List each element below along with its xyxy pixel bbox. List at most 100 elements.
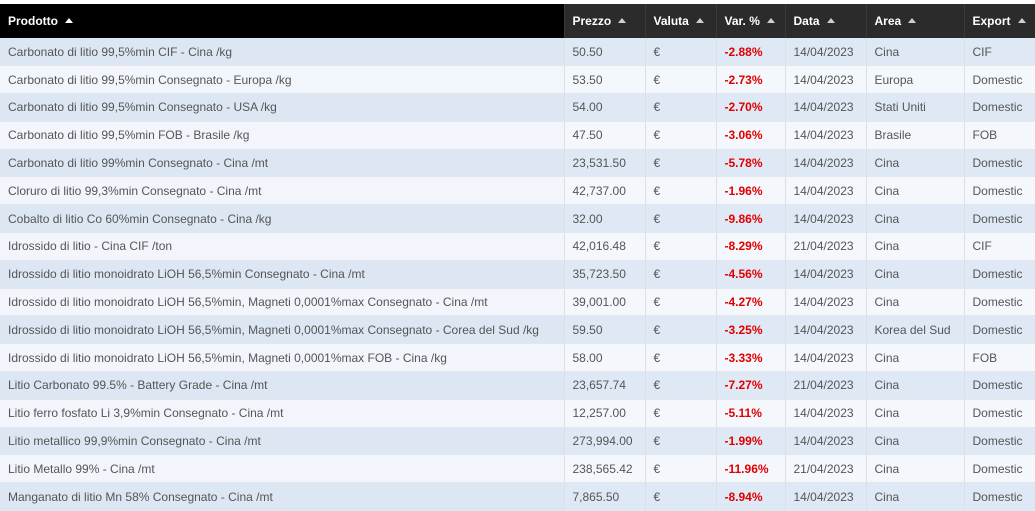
column-header-label: Valuta — [653, 14, 689, 28]
cell-prodotto[interactable]: Carbonato di litio 99,5%min Consegnato -… — [0, 65, 564, 95]
cell-prezzo: 35,723.50 — [563, 260, 645, 289]
sort-ascending-icon — [65, 18, 73, 23]
cell-prodotto[interactable]: Carbonato di litio 99,5%min Consegnato -… — [0, 93, 564, 122]
cell-data: 14/04/2023 — [784, 260, 866, 289]
table-row[interactable]: Idrossido di litio monoidrato LiOH 56,5%… — [0, 288, 1035, 317]
cell-data: 21/04/2023 — [784, 232, 866, 261]
cell-prezzo: 47.50 — [563, 121, 645, 150]
cell-data: 14/04/2023 — [784, 38, 866, 67]
table-row[interactable]: Cobalto di litio Co 60%min Consegnato - … — [0, 204, 1035, 234]
cell-valuta: € — [644, 371, 716, 400]
cell-data: 14/04/2023 — [784, 176, 866, 206]
cell-var: -9.86% — [715, 204, 785, 234]
cell-prodotto[interactable]: Idrossido di litio - Cina CIF /ton — [0, 232, 564, 261]
price-table: Prodotto Prezzo Valuta Var. % Data Area … — [0, 4, 1035, 511]
table-row[interactable]: Carbonato di litio 99,5%min CIF - Cina /… — [0, 38, 1035, 67]
cell-prodotto[interactable]: Idrossido di litio monoidrato LiOH 56,5%… — [0, 288, 564, 317]
table-row[interactable]: Idrossido di litio monoidrato LiOH 56,5%… — [0, 260, 1035, 289]
cell-prodotto[interactable]: Carbonato di litio 99,5%min FOB - Brasil… — [0, 121, 564, 150]
cell-data: 14/04/2023 — [784, 149, 866, 178]
cell-prodotto[interactable]: Litio metallico 99,9%min Consegnato - Ci… — [0, 427, 564, 456]
cell-area: Cina — [865, 482, 964, 511]
cell-valuta: € — [644, 65, 716, 95]
column-header-area[interactable]: Area — [865, 4, 964, 38]
table-row[interactable]: Carbonato di litio 99,5%min FOB - Brasil… — [0, 121, 1035, 150]
table-body: Carbonato di litio 99,5%min CIF - Cina /… — [0, 38, 1035, 511]
table-row[interactable]: Carbonato di litio 99%min Consegnato - C… — [0, 149, 1035, 178]
cell-prodotto[interactable]: Cloruro di litio 99,3%min Consegnato - C… — [0, 176, 564, 206]
cell-valuta: € — [644, 149, 716, 178]
table-row[interactable]: Litio ferro fosfato Li 3,9%min Consegnat… — [0, 399, 1035, 428]
cell-export: Domestic — [963, 260, 1035, 289]
cell-var: -2.70% — [715, 93, 785, 122]
table-row[interactable]: Litio Carbonato 99.5% - Battery Grade - … — [0, 371, 1035, 400]
table-row[interactable]: Litio Metallo 99% - Cina /mt 238,565.42 € -… — [0, 454, 1035, 484]
cell-prodotto[interactable]: Idrossido di litio monoidrato LiOH 56,5%… — [0, 315, 564, 345]
cell-area: Cina — [865, 371, 964, 400]
table-row[interactable]: Manganato di litio Mn 58% Consegnato - C… — [0, 482, 1035, 511]
cell-prodotto[interactable]: Idrossido di litio monoidrato LiOH 56,5%… — [0, 343, 564, 373]
cell-prodotto[interactable]: Manganato di litio Mn 58% Consegnato - C… — [0, 482, 564, 511]
cell-export: FOB — [963, 343, 1035, 373]
column-header-var[interactable]: Var. % — [715, 4, 785, 38]
table-row[interactable]: Idrossido di litio - Cina CIF /ton 42,016… — [0, 232, 1035, 261]
cell-prodotto[interactable]: Litio Metallo 99% - Cina /mt — [0, 454, 564, 484]
cell-var: -4.56% — [715, 260, 785, 289]
cell-prezzo: 39,001.00 — [563, 288, 645, 317]
cell-data: 21/04/2023 — [784, 371, 866, 400]
cell-var: -4.27% — [715, 288, 785, 317]
table-row[interactable]: Idrossido di litio monoidrato LiOH 56,5%… — [0, 315, 1035, 345]
column-header-label: Area — [874, 14, 902, 28]
cell-area: Cina — [865, 176, 964, 206]
price-table-container: Prodotto Prezzo Valuta Var. % Data Area … — [0, 4, 1035, 511]
cell-prezzo: 42,737.00 — [563, 176, 645, 206]
cell-prodotto[interactable]: Cobalto di litio Co 60%min Consegnato - … — [0, 204, 564, 234]
cell-export: Domestic — [963, 204, 1035, 234]
cell-valuta: € — [644, 176, 716, 206]
cell-export: Domestic — [963, 482, 1035, 511]
column-header-label: Var. % — [724, 14, 760, 28]
cell-export: Domestic — [963, 149, 1035, 178]
cell-area: Cina — [865, 454, 964, 484]
cell-valuta: € — [644, 232, 716, 261]
cell-prodotto[interactable]: Litio Carbonato 99.5% - Battery Grade - … — [0, 371, 564, 400]
cell-prodotto[interactable]: Carbonato di litio 99,5%min CIF - Cina /… — [0, 38, 564, 67]
table-row[interactable]: Carbonato di litio 99,5%min Consegnato -… — [0, 93, 1035, 122]
table-row[interactable]: Idrossido di litio monoidrato LiOH 56,5%… — [0, 343, 1035, 373]
cell-area: Cina — [865, 288, 964, 317]
cell-prodotto[interactable]: Litio ferro fosfato Li 3,9%min Consegnat… — [0, 399, 564, 428]
cell-prodotto[interactable]: Carbonato di litio 99%min Consegnato - C… — [0, 149, 564, 178]
cell-data: 14/04/2023 — [784, 343, 866, 373]
column-header-valuta[interactable]: Valuta — [644, 4, 716, 38]
table-row[interactable]: Cloruro di litio 99,3%min Consegnato - C… — [0, 176, 1035, 206]
cell-area: Brasile — [865, 121, 964, 150]
cell-export: Domestic — [963, 176, 1035, 206]
table-row[interactable]: Carbonato di litio 99,5%min Consegnato -… — [0, 65, 1035, 95]
cell-export: Domestic — [963, 454, 1035, 484]
table-row[interactable]: Litio metallico 99,9%min Consegnato - Ci… — [0, 427, 1035, 456]
cell-prezzo: 59.50 — [563, 315, 645, 345]
cell-prezzo: 7,865.50 — [563, 482, 645, 511]
column-header-export[interactable]: Export — [963, 4, 1035, 38]
cell-var: -7.27% — [715, 371, 785, 400]
cell-area: Cina — [865, 149, 964, 178]
cell-valuta: € — [644, 343, 716, 373]
cell-valuta: € — [644, 93, 716, 122]
cell-prezzo: 42,016.48 — [563, 232, 645, 261]
cell-var: -11.96% — [715, 454, 785, 484]
cell-var: -2.73% — [715, 65, 785, 95]
cell-valuta: € — [644, 399, 716, 428]
column-header-data[interactable]: Data — [784, 4, 866, 38]
cell-prodotto[interactable]: Idrossido di litio monoidrato LiOH 56,5%… — [0, 260, 564, 289]
cell-var: -5.78% — [715, 149, 785, 178]
cell-valuta: € — [644, 427, 716, 456]
cell-export: Domestic — [963, 427, 1035, 456]
column-header-prodotto[interactable]: Prodotto — [0, 4, 564, 38]
cell-valuta: € — [644, 482, 716, 511]
cell-area: Cina — [865, 204, 964, 234]
column-header-prezzo[interactable]: Prezzo — [563, 4, 645, 38]
cell-prezzo: 23,657.74 — [563, 371, 645, 400]
cell-data: 14/04/2023 — [784, 93, 866, 122]
cell-data: 14/04/2023 — [784, 65, 866, 95]
cell-valuta: € — [644, 260, 716, 289]
